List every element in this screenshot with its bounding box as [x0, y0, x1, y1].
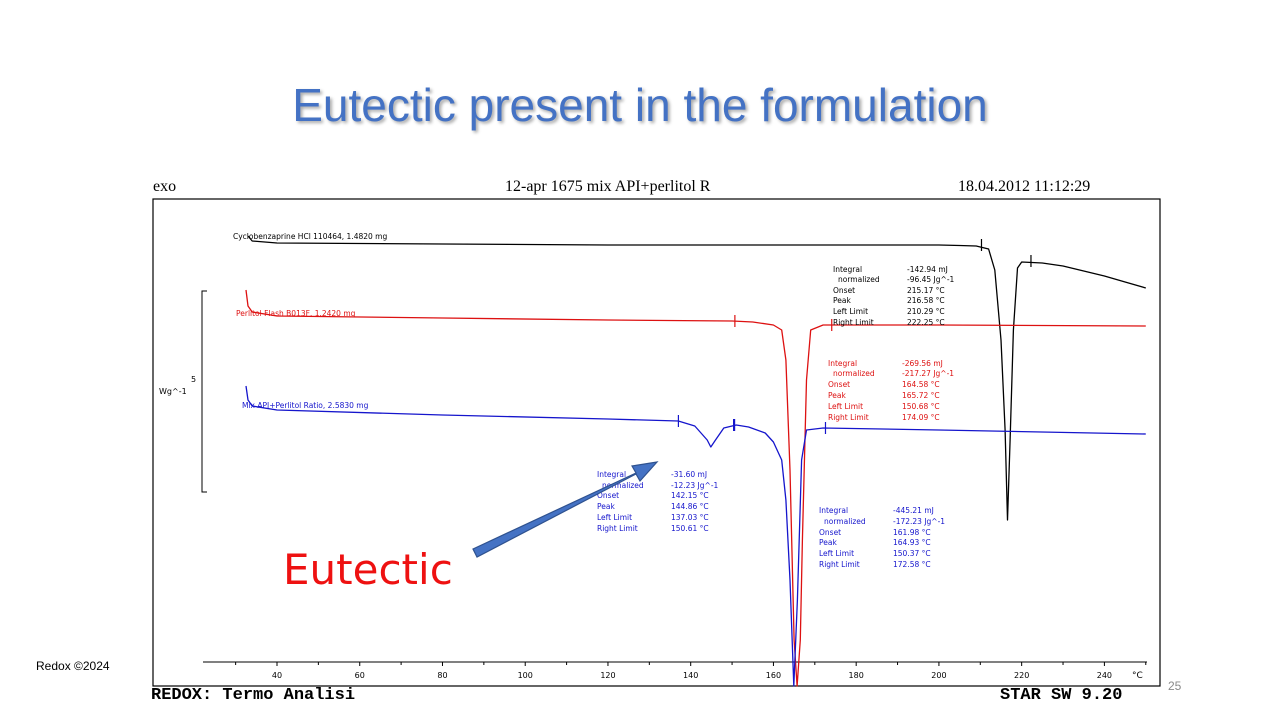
result-value: 222.25 °C: [907, 318, 945, 327]
footer-version: STAR SW 9.20: [1000, 686, 1123, 705]
series-label-perlitol: Perlitol Flash B013F, 1.2420 mg: [236, 309, 356, 318]
result-value: 142.15 °C: [671, 491, 709, 500]
result-label: Right Limit: [819, 560, 860, 569]
result-value: 215.17 °C: [907, 286, 945, 295]
x-tick-label: 80: [437, 671, 447, 680]
slide-title: Eutectic present in the formulation: [292, 79, 988, 131]
result-value: 174.09 °C: [902, 413, 940, 422]
series-label-cyclobenzaprine: Cyclobenzaprine HCl 110464, 1.4820 mg: [233, 232, 387, 241]
result-value: -31.60 mJ: [671, 470, 707, 479]
result-label: Left Limit: [828, 402, 863, 411]
result-label: Peak: [828, 391, 846, 400]
x-tick-label: 60: [355, 671, 365, 680]
result-label: normalized: [824, 517, 866, 526]
x-tick-label: 220: [1014, 671, 1029, 680]
result-value: 164.58 °C: [902, 380, 940, 389]
result-label: Peak: [833, 296, 851, 305]
result-value: -217.27 Jg^-1: [902, 369, 954, 378]
result-value: -269.56 mJ: [902, 359, 943, 368]
result-value: 144.86 °C: [671, 502, 709, 511]
x-tick-label: 140: [683, 671, 698, 680]
result-box-mix-eutectic: Integral -31.60 mJ normalized -12.23 Jg^…: [597, 470, 719, 533]
y-scale-bar: [201, 290, 207, 493]
result-value: -445.21 mJ: [893, 506, 934, 515]
x-axis-ticks: 40 60 80 100 120 140 160 180 200 220 240: [235, 662, 1147, 680]
x-tick-label: 40: [272, 671, 282, 680]
sample-header: 12-apr 1675 mix API+perlitol R: [505, 178, 711, 195]
result-value: -12.23 Jg^-1: [671, 481, 719, 490]
footer-software: REDOX: Termo Analisi: [151, 686, 356, 705]
result-value: 216.58 °C: [907, 296, 945, 305]
x-tick-label: 180: [849, 671, 864, 680]
result-label: Left Limit: [597, 513, 632, 522]
result-value: 137.03 °C: [671, 513, 709, 522]
result-value: 164.93 °C: [893, 538, 931, 547]
result-value: 161.98 °C: [893, 528, 931, 537]
eutectic-arrow: [472, 461, 659, 558]
x-axis-unit: °C: [1132, 671, 1143, 681]
curve-cyclobenzaprine: [247, 235, 1146, 521]
result-label: Integral: [819, 506, 848, 515]
result-label: Integral: [597, 470, 626, 479]
result-value: -142.94 mJ: [907, 265, 948, 274]
result-value: 210.29 °C: [907, 307, 945, 316]
result-label: Right Limit: [833, 318, 874, 327]
eutectic-label: Eutectic: [283, 545, 453, 594]
curve-mix: [245, 385, 1146, 687]
x-tick-label: 240: [1097, 671, 1112, 680]
x-tick-label: 160: [766, 671, 781, 680]
result-label: Onset: [833, 286, 855, 295]
copyright-notice: Redox ©2024: [36, 659, 110, 673]
result-value: 172.58 °C: [893, 560, 931, 569]
x-tick-label: 120: [600, 671, 615, 680]
x-tick-label: 200: [931, 671, 946, 680]
result-label: Left Limit: [819, 549, 854, 558]
result-label: Onset: [597, 491, 619, 500]
result-value: 150.37 °C: [893, 549, 931, 558]
x-tick-label: 100: [518, 671, 533, 680]
result-value: 150.68 °C: [902, 402, 940, 411]
result-label: normalized: [838, 275, 880, 284]
curves-group: [245, 235, 1146, 687]
y-scale-value: 5: [191, 375, 196, 384]
result-value: -172.23 Jg^-1: [893, 517, 945, 526]
result-box-mix-main: Integral -445.21 mJ normalized -172.23 J…: [819, 506, 945, 569]
result-label: Onset: [819, 528, 841, 537]
plot-frame: [152, 198, 1161, 687]
result-label: normalized: [602, 481, 644, 490]
y-axis-unit: Wg^-1: [159, 387, 187, 396]
result-label: Peak: [597, 502, 615, 511]
datetime-stamp: 18.04.2012 11:12:29: [958, 178, 1091, 195]
result-label: Integral: [828, 359, 857, 368]
result-value: 165.72 °C: [902, 391, 940, 400]
series-label-mix: Mix API+Perlitol Ratio, 2.5830 mg: [242, 401, 369, 410]
result-value: -96.45 Jg^-1: [907, 275, 955, 284]
result-value: 150.61 °C: [671, 524, 709, 533]
result-label: Onset: [828, 380, 850, 389]
result-box-perlitol: Integral -269.56 mJ normalized -217.27 J…: [828, 359, 954, 422]
result-label: Right Limit: [597, 524, 638, 533]
result-label: Left Limit: [833, 307, 868, 316]
result-label: normalized: [833, 369, 875, 378]
page-number: 25: [1168, 679, 1182, 693]
result-box-cyclobenzaprine: Integral -142.94 mJ normalized -96.45 Jg…: [833, 265, 955, 327]
exo-label: exo: [153, 178, 177, 195]
result-label: Right Limit: [828, 413, 869, 422]
result-label: Peak: [819, 538, 837, 547]
curve-perlitol: [245, 289, 1146, 687]
result-label: Integral: [833, 265, 862, 274]
